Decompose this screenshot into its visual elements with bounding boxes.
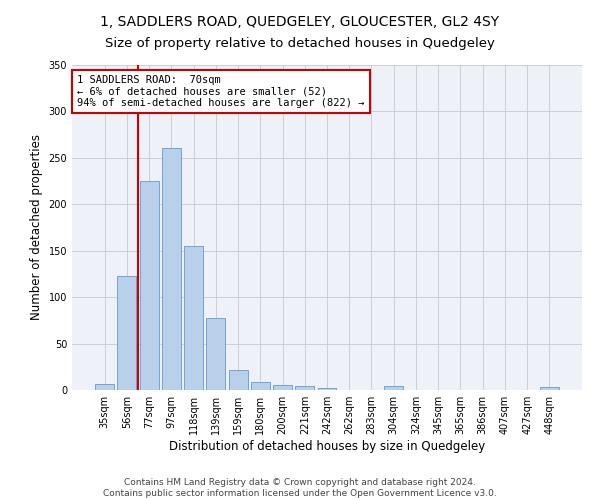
Bar xyxy=(162,148,181,390)
Text: 1 SADDLERS ROAD:  70sqm
← 6% of detached houses are smaller (52)
94% of semi-det: 1 SADDLERS ROAD: 70sqm ← 6% of detached … xyxy=(77,74,365,108)
Bar xyxy=(384,386,403,390)
Bar xyxy=(273,386,292,390)
Bar xyxy=(295,386,314,390)
Bar xyxy=(317,388,337,390)
Bar xyxy=(95,384,114,390)
Bar xyxy=(184,246,203,390)
Bar xyxy=(118,276,136,390)
Y-axis label: Number of detached properties: Number of detached properties xyxy=(30,134,43,320)
Text: Contains HM Land Registry data © Crown copyright and database right 2024.
Contai: Contains HM Land Registry data © Crown c… xyxy=(103,478,497,498)
X-axis label: Distribution of detached houses by size in Quedgeley: Distribution of detached houses by size … xyxy=(169,440,485,453)
Bar xyxy=(206,318,225,390)
Text: Size of property relative to detached houses in Quedgeley: Size of property relative to detached ho… xyxy=(105,38,495,51)
Bar xyxy=(229,370,248,390)
Bar xyxy=(140,181,158,390)
Bar xyxy=(540,387,559,390)
Bar xyxy=(251,382,270,390)
Text: 1, SADDLERS ROAD, QUEDGELEY, GLOUCESTER, GL2 4SY: 1, SADDLERS ROAD, QUEDGELEY, GLOUCESTER,… xyxy=(100,15,500,29)
